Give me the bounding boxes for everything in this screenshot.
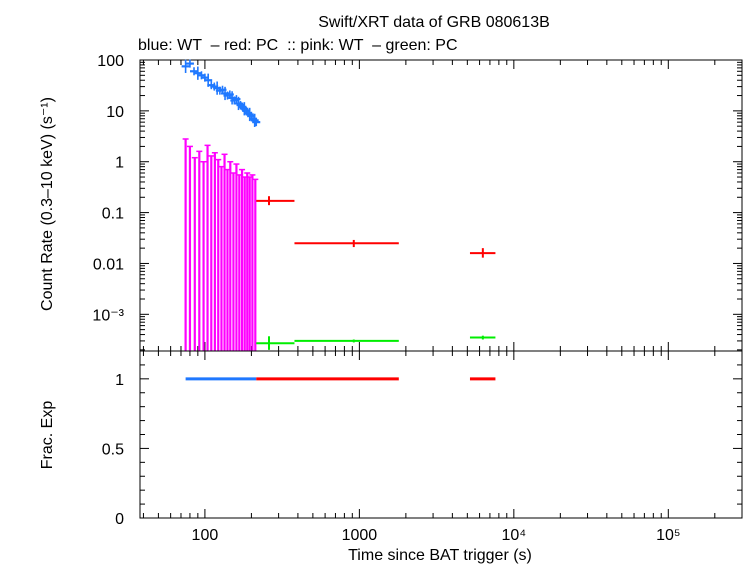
rate-y-axis-label: Count Rate (0.3–10 keV) (s⁻¹): [39, 97, 56, 311]
exposure-panel: 100 1000 10⁴ 10⁵ 0 0.5 1: [102, 350, 743, 544]
y-tick-label: 100: [97, 53, 124, 70]
x-tick-label: 10⁴: [502, 527, 527, 544]
rate-panel: 100 10 1 0.1 0.01 10⁻³: [92, 53, 743, 352]
y-tick-label: 1: [115, 155, 124, 172]
y-tick-label: 0.5: [102, 441, 124, 458]
x-axis-label: Time since BAT trigger (s): [348, 547, 532, 564]
chart-subtitle: blue: WT – red: PC :: pink: WT – green: …: [138, 37, 458, 54]
y-tick-label: 0.01: [93, 256, 124, 273]
y-tick-label: 10⁻³: [92, 307, 124, 324]
y-tick-label: 0.1: [102, 206, 124, 223]
y-tick-label: 1: [115, 372, 124, 389]
y-tick-label: 0: [115, 511, 124, 528]
exposure-plot-frame: [139, 350, 743, 519]
x-tick-label: 10⁵: [656, 527, 680, 544]
exposure-y-axis-label: Frac. Exp: [39, 401, 56, 470]
y-tick-label: 10: [106, 104, 124, 121]
chart-title: Swift/XRT data of GRB 080613B: [318, 14, 550, 31]
x-tick-label: 100: [192, 527, 219, 544]
x-tick-label: 1000: [342, 527, 378, 544]
